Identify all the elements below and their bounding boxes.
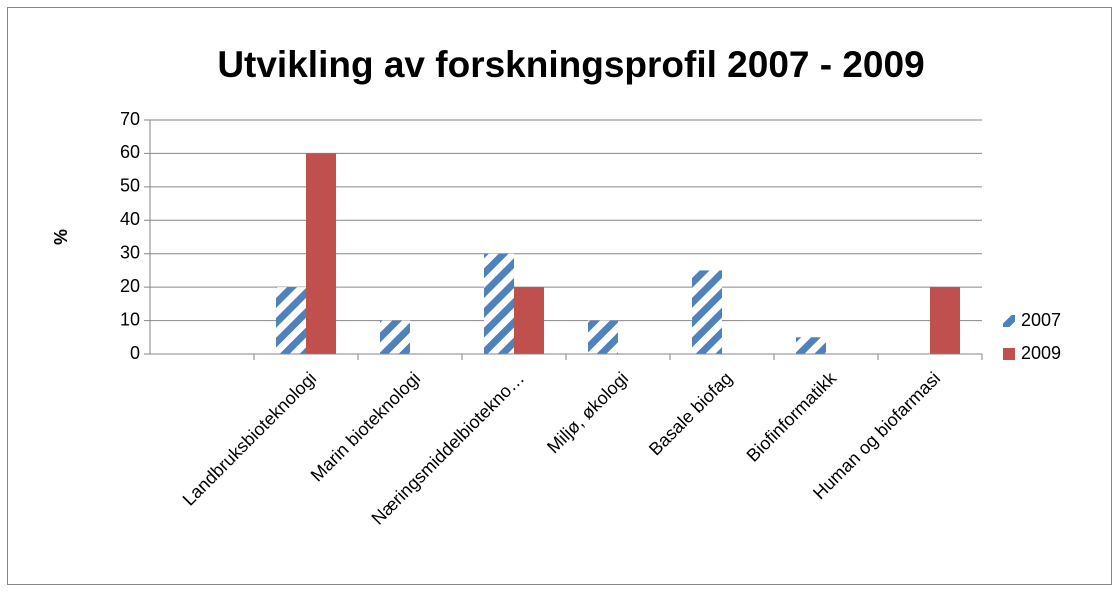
y-tick-label: 70 (120, 109, 140, 129)
y-tick-label: 30 (120, 242, 140, 262)
bar (380, 320, 410, 354)
legend-swatch (1003, 348, 1015, 360)
y-tick-label: 60 (120, 142, 140, 162)
bar (514, 287, 544, 354)
bar (484, 253, 514, 354)
y-tick-label: 50 (120, 176, 140, 196)
bar (588, 320, 618, 354)
legend-label: 2009 (1021, 343, 1061, 363)
y-tick-label: 20 (120, 276, 140, 296)
legend-swatch (1003, 315, 1015, 327)
bar (930, 287, 960, 354)
legend-label: 2007 (1021, 310, 1061, 330)
chart-border (7, 7, 1112, 585)
y-tick-label: 10 (120, 309, 140, 329)
bar (796, 337, 826, 354)
chart-title: Utvikling av forskningsprofil 2007 - 200… (217, 44, 924, 85)
y-tick-label: 0 (130, 343, 140, 363)
y-tick-label: 40 (120, 209, 140, 229)
y-axis-label: % (51, 229, 71, 245)
bar (276, 287, 306, 354)
bar (692, 270, 722, 354)
bar (306, 153, 336, 354)
